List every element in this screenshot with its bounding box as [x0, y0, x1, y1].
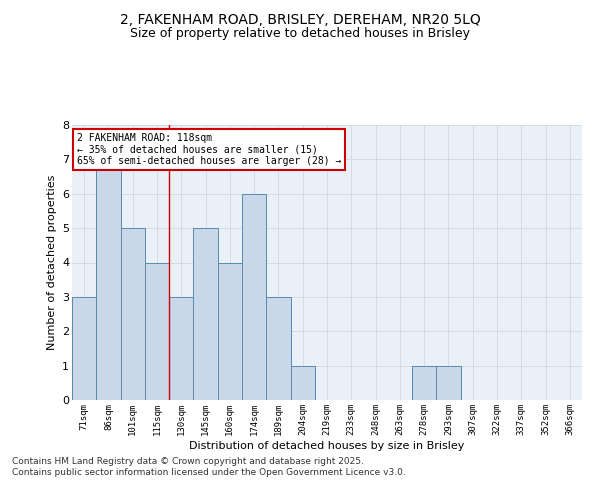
Text: Contains HM Land Registry data © Crown copyright and database right 2025.
Contai: Contains HM Land Registry data © Crown c… [12, 458, 406, 477]
Text: 2 FAKENHAM ROAD: 118sqm
← 35% of detached houses are smaller (15)
65% of semi-de: 2 FAKENHAM ROAD: 118sqm ← 35% of detache… [77, 133, 341, 166]
Bar [145, 262, 169, 400]
Bar [436, 366, 461, 400]
Bar [96, 160, 121, 400]
Bar [218, 262, 242, 400]
Bar [121, 228, 145, 400]
Bar [242, 194, 266, 400]
Bar [169, 297, 193, 400]
Bar [193, 228, 218, 400]
Y-axis label: Number of detached properties: Number of detached properties [47, 175, 56, 350]
Bar [72, 297, 96, 400]
Bar [290, 366, 315, 400]
Text: Size of property relative to detached houses in Brisley: Size of property relative to detached ho… [130, 28, 470, 40]
Bar [412, 366, 436, 400]
X-axis label: Distribution of detached houses by size in Brisley: Distribution of detached houses by size … [190, 440, 464, 450]
Bar [266, 297, 290, 400]
Text: 2, FAKENHAM ROAD, BRISLEY, DEREHAM, NR20 5LQ: 2, FAKENHAM ROAD, BRISLEY, DEREHAM, NR20… [119, 12, 481, 26]
